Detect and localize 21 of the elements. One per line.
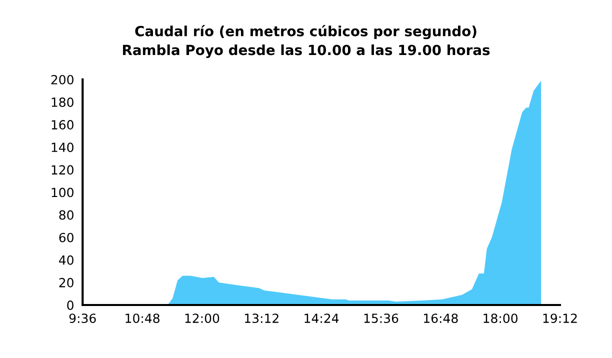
x-tick-label: 18:00: [484, 314, 518, 324]
x-tick-label: 9:36: [69, 314, 96, 324]
y-tick-label: 0: [67, 300, 74, 310]
y-tick-label: 200: [51, 74, 74, 84]
x-tick-label: 12:00: [185, 314, 220, 324]
x-tick-label: 10:48: [126, 314, 160, 324]
y-tick-label: 80: [59, 210, 74, 220]
x-tick-label: 16:48: [424, 314, 458, 324]
y-tick-label: 60: [59, 232, 74, 242]
y-tick-label: 160: [52, 120, 74, 130]
x-tick-label: 14:24: [304, 314, 339, 323]
y-tick-label: 40: [58, 255, 74, 265]
y-tick-label: 120: [52, 165, 74, 175]
y-tick-label: 20: [59, 278, 74, 288]
y-tick-label: 100: [52, 188, 74, 198]
x-tick-label: 19:12: [543, 314, 577, 324]
y-tick-label: 180: [52, 98, 74, 107]
x-tick-label: 13:12: [244, 314, 278, 324]
x-tick-label: 15:36: [364, 314, 398, 324]
y-tick-label: 140: [52, 142, 74, 152]
chart-title: Caudal río (en metros cúbicos por segundo) Rambla Poyo desde las 10.00 a las 19.00 horas: [123, 25, 490, 58]
